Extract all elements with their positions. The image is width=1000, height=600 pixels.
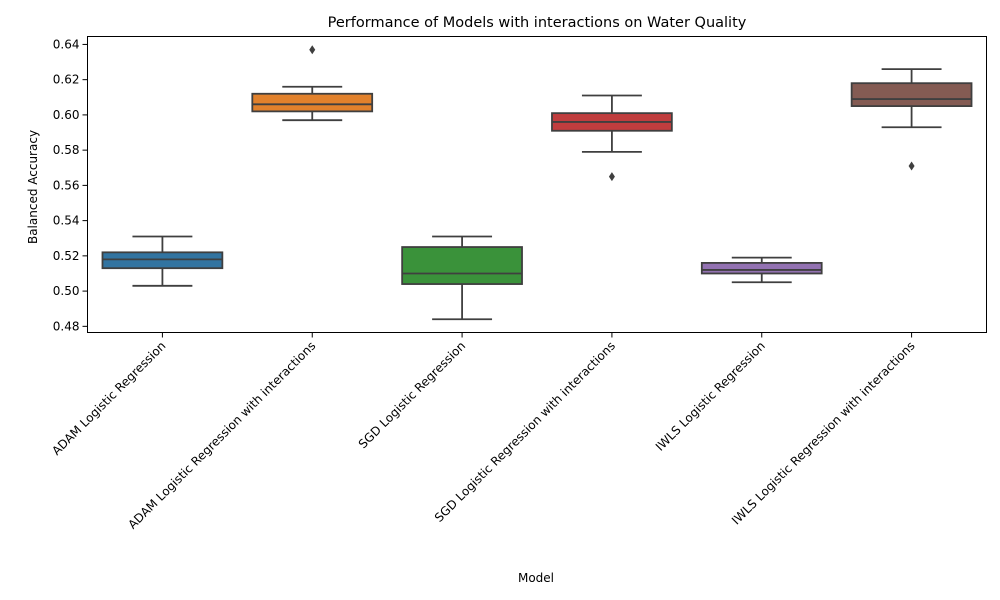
box-group xyxy=(101,235,224,287)
x-tick-label: IWLS Logistic Regression with interactio… xyxy=(729,339,918,528)
outlier-point xyxy=(309,45,316,55)
y-tick-label: 0.54 xyxy=(53,214,80,228)
y-tick-label: 0.56 xyxy=(53,178,80,192)
y-tick-label: 0.58 xyxy=(53,143,80,157)
box-group xyxy=(401,235,523,321)
outlier-point xyxy=(608,172,615,182)
x-tick-label: SGD Logistic Regression with interaction… xyxy=(432,339,618,525)
box xyxy=(850,82,973,107)
y-tick-label: 0.52 xyxy=(53,249,80,263)
plot-frame xyxy=(87,36,987,333)
box xyxy=(251,92,374,113)
box-group xyxy=(850,68,973,171)
x-tick-label: ADAM Logistic Regression xyxy=(49,339,168,458)
x-tick-label: SGD Logistic Regression xyxy=(356,339,468,451)
y-tick-label: 0.50 xyxy=(53,284,80,298)
x-tick-label: ADAM Logistic Regression with interactio… xyxy=(125,339,318,532)
y-tick-label: 0.62 xyxy=(53,73,80,87)
x-axis-label: Model xyxy=(518,571,554,585)
outlier-point xyxy=(908,161,915,171)
y-axis-label: Balanced Accuracy xyxy=(26,130,40,244)
box-group xyxy=(700,256,823,284)
x-tick-label: IWLS Logistic Regression xyxy=(653,339,768,454)
box-group xyxy=(551,94,673,182)
box xyxy=(700,262,823,275)
y-tick-label: 0.64 xyxy=(53,37,80,51)
box xyxy=(401,246,523,285)
y-tick-label: 0.60 xyxy=(53,108,80,122)
y-tick-label: 0.48 xyxy=(53,319,80,333)
y-axis: 0.48 0.50 0.52 0.54 0.56 0.58 0.60 0.62 0.64 xyxy=(53,37,88,333)
box-group xyxy=(251,45,374,122)
plot-area xyxy=(101,45,973,321)
chart-title: Performance of Models with interactions … xyxy=(328,15,747,31)
